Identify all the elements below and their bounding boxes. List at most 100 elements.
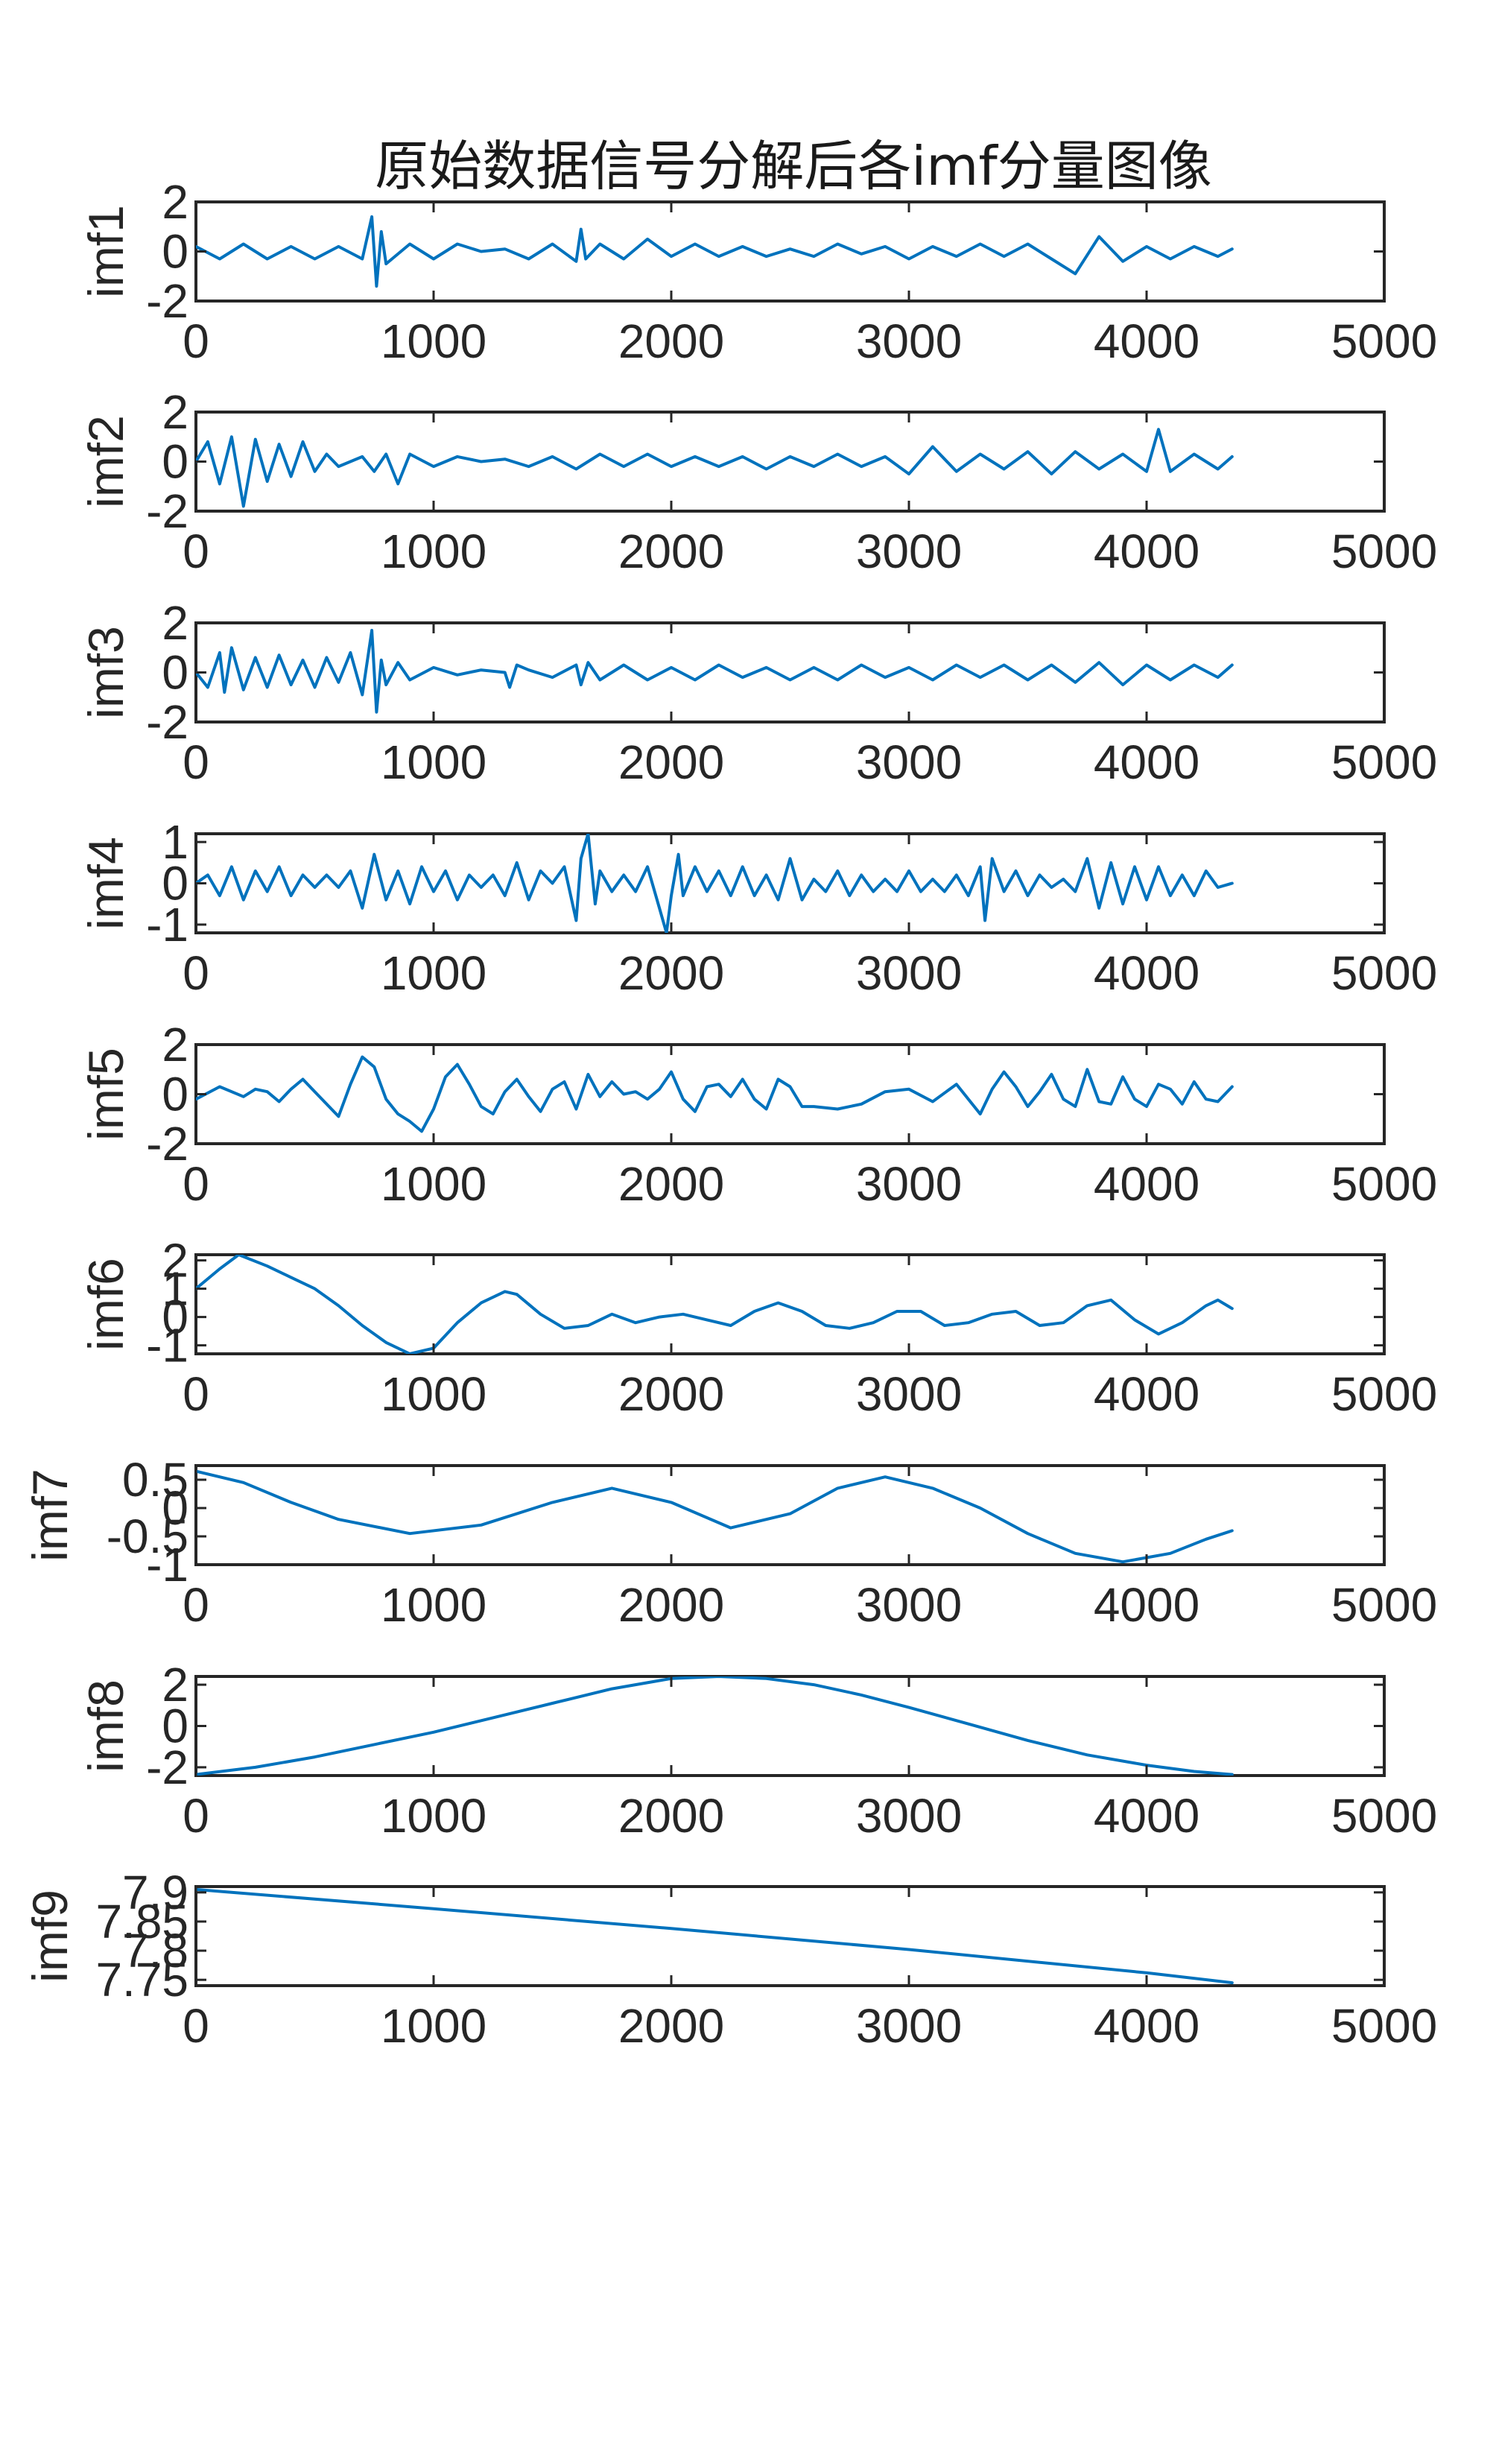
x-tick-label: 1000 xyxy=(381,1789,486,1843)
series-line-imf3 xyxy=(196,629,1234,714)
figure-title: 原始数据信号分解后各imf分量图像 xyxy=(375,135,1212,197)
subplot-imf9: 0 1000 2000 3000 4000 5000 7.97.857.87.75 imf9 xyxy=(22,1866,1437,2053)
x-tick-label: 4000 xyxy=(1094,1367,1199,1421)
y-tick-label: 0 xyxy=(162,857,188,910)
x-tick-label: 2000 xyxy=(618,1367,724,1421)
x-tick-label: 1000 xyxy=(381,1578,486,1632)
y-tick-label: 2 xyxy=(162,596,188,650)
x-tick-label: 4000 xyxy=(1094,1578,1199,1632)
y-tick-label: -0.5 xyxy=(107,1510,188,1563)
y-tick-label: 0 xyxy=(162,435,188,489)
series-line-imf7 xyxy=(196,1469,1234,1564)
y-tick-label: 2 xyxy=(162,385,188,439)
x-tick-label: 0 xyxy=(183,525,209,578)
x-tick-label: 0 xyxy=(183,1157,209,1211)
y-axis-label-imf5: imf5 xyxy=(78,1048,133,1141)
series-line-imf2 xyxy=(196,428,1234,508)
series-line-imf1 xyxy=(196,215,1234,288)
x-tick-label: 0 xyxy=(183,1367,209,1421)
x-tick-label: 1000 xyxy=(381,946,486,1000)
x-tick-label: 0 xyxy=(183,946,209,1000)
x-tick-label: 2000 xyxy=(618,1157,724,1211)
y-tick-label: -1 xyxy=(146,1319,188,1372)
x-tick-label: 3000 xyxy=(856,1999,962,2053)
x-tick-label: 3000 xyxy=(856,946,962,1000)
y-tick-label: -2 xyxy=(146,484,188,538)
x-tick-label: 5000 xyxy=(1331,735,1437,789)
series-line-imf4 xyxy=(196,834,1234,933)
y-tick-label: 2 xyxy=(162,1658,188,1711)
x-tick-label: 3000 xyxy=(856,735,962,789)
x-tick-label: 3000 xyxy=(856,1789,962,1843)
y-tick-label: 7.8 xyxy=(122,1924,188,1977)
x-tick-label: 4000 xyxy=(1094,735,1199,789)
series-line-imf8 xyxy=(196,1676,1234,1776)
axes-box-imf9 xyxy=(194,1885,1386,1987)
x-tick-label: 3000 xyxy=(856,1367,962,1421)
x-tick-label: 4000 xyxy=(1094,946,1199,1000)
x-tick-label: 4000 xyxy=(1094,1789,1199,1843)
x-tick-label: 2000 xyxy=(618,525,724,578)
x-tick-label: 5000 xyxy=(1331,1157,1437,1211)
y-axis-label-imf7: imf7 xyxy=(22,1469,77,1562)
x-tick-label: 1000 xyxy=(381,1367,486,1421)
x-tick-label: 5000 xyxy=(1331,1578,1437,1632)
y-tick-label: 2 xyxy=(162,1234,188,1288)
x-tick-label: 0 xyxy=(183,1789,209,1843)
y-tick-label: 0 xyxy=(162,646,188,700)
x-tick-label: 2000 xyxy=(618,314,724,368)
x-tick-label: 5000 xyxy=(1331,1789,1437,1843)
y-tick-label: 0 xyxy=(162,1481,188,1535)
x-tick-label: 4000 xyxy=(1094,525,1199,578)
y-tick-label: 0 xyxy=(162,1290,188,1344)
y-axis-label-imf3: imf3 xyxy=(78,626,133,719)
y-tick-label: -2 xyxy=(146,695,188,749)
y-tick-label: -1 xyxy=(146,898,188,951)
x-tick-label: 3000 xyxy=(856,1578,962,1632)
series-line-imf5 xyxy=(196,1055,1234,1133)
y-tick-label: 1 xyxy=(162,1262,188,1316)
y-tick-label: 2 xyxy=(162,175,188,229)
x-tick-label: 5000 xyxy=(1331,1999,1437,2053)
x-tick-label: 0 xyxy=(183,735,209,789)
y-axis-label-imf9: imf9 xyxy=(22,1890,77,1983)
x-tick-label: 1000 xyxy=(381,1157,486,1211)
x-tick-label: 5000 xyxy=(1331,1367,1437,1421)
x-tick-label: 4000 xyxy=(1094,1157,1199,1211)
x-tick-label: 2000 xyxy=(618,1999,724,2053)
y-tick-label: 7.75 xyxy=(95,1953,188,2007)
y-tick-label: 2 xyxy=(162,1018,188,1071)
x-tick-label: 1000 xyxy=(381,1999,486,2053)
series-line-imf6 xyxy=(196,1255,1234,1354)
y-tick-label: 0 xyxy=(162,1700,188,1753)
y-axis-label-imf2: imf2 xyxy=(78,415,133,508)
y-axis-label-imf8: imf8 xyxy=(78,1679,133,1773)
y-tick-label: -1 xyxy=(146,1538,188,1592)
x-tick-label: 5000 xyxy=(1331,525,1437,578)
x-tick-label: 2000 xyxy=(618,946,724,1000)
x-tick-label: 0 xyxy=(183,1999,209,2053)
x-tick-label: 5000 xyxy=(1331,314,1437,368)
x-tick-label: 1000 xyxy=(381,525,486,578)
y-tick-label: 0 xyxy=(162,1068,188,1121)
x-tick-label: 1000 xyxy=(381,735,486,789)
y-axis-label-imf4: imf4 xyxy=(78,837,133,930)
x-tick-label: 4000 xyxy=(1094,314,1199,368)
x-tick-label: 2000 xyxy=(618,735,724,789)
x-tick-label: 4000 xyxy=(1094,1999,1199,2053)
y-tick-label: 1 xyxy=(162,815,188,869)
y-tick-label: -2 xyxy=(146,1117,188,1171)
series-line-imf9 xyxy=(196,1887,1234,1985)
x-tick-label: 0 xyxy=(183,1578,209,1632)
